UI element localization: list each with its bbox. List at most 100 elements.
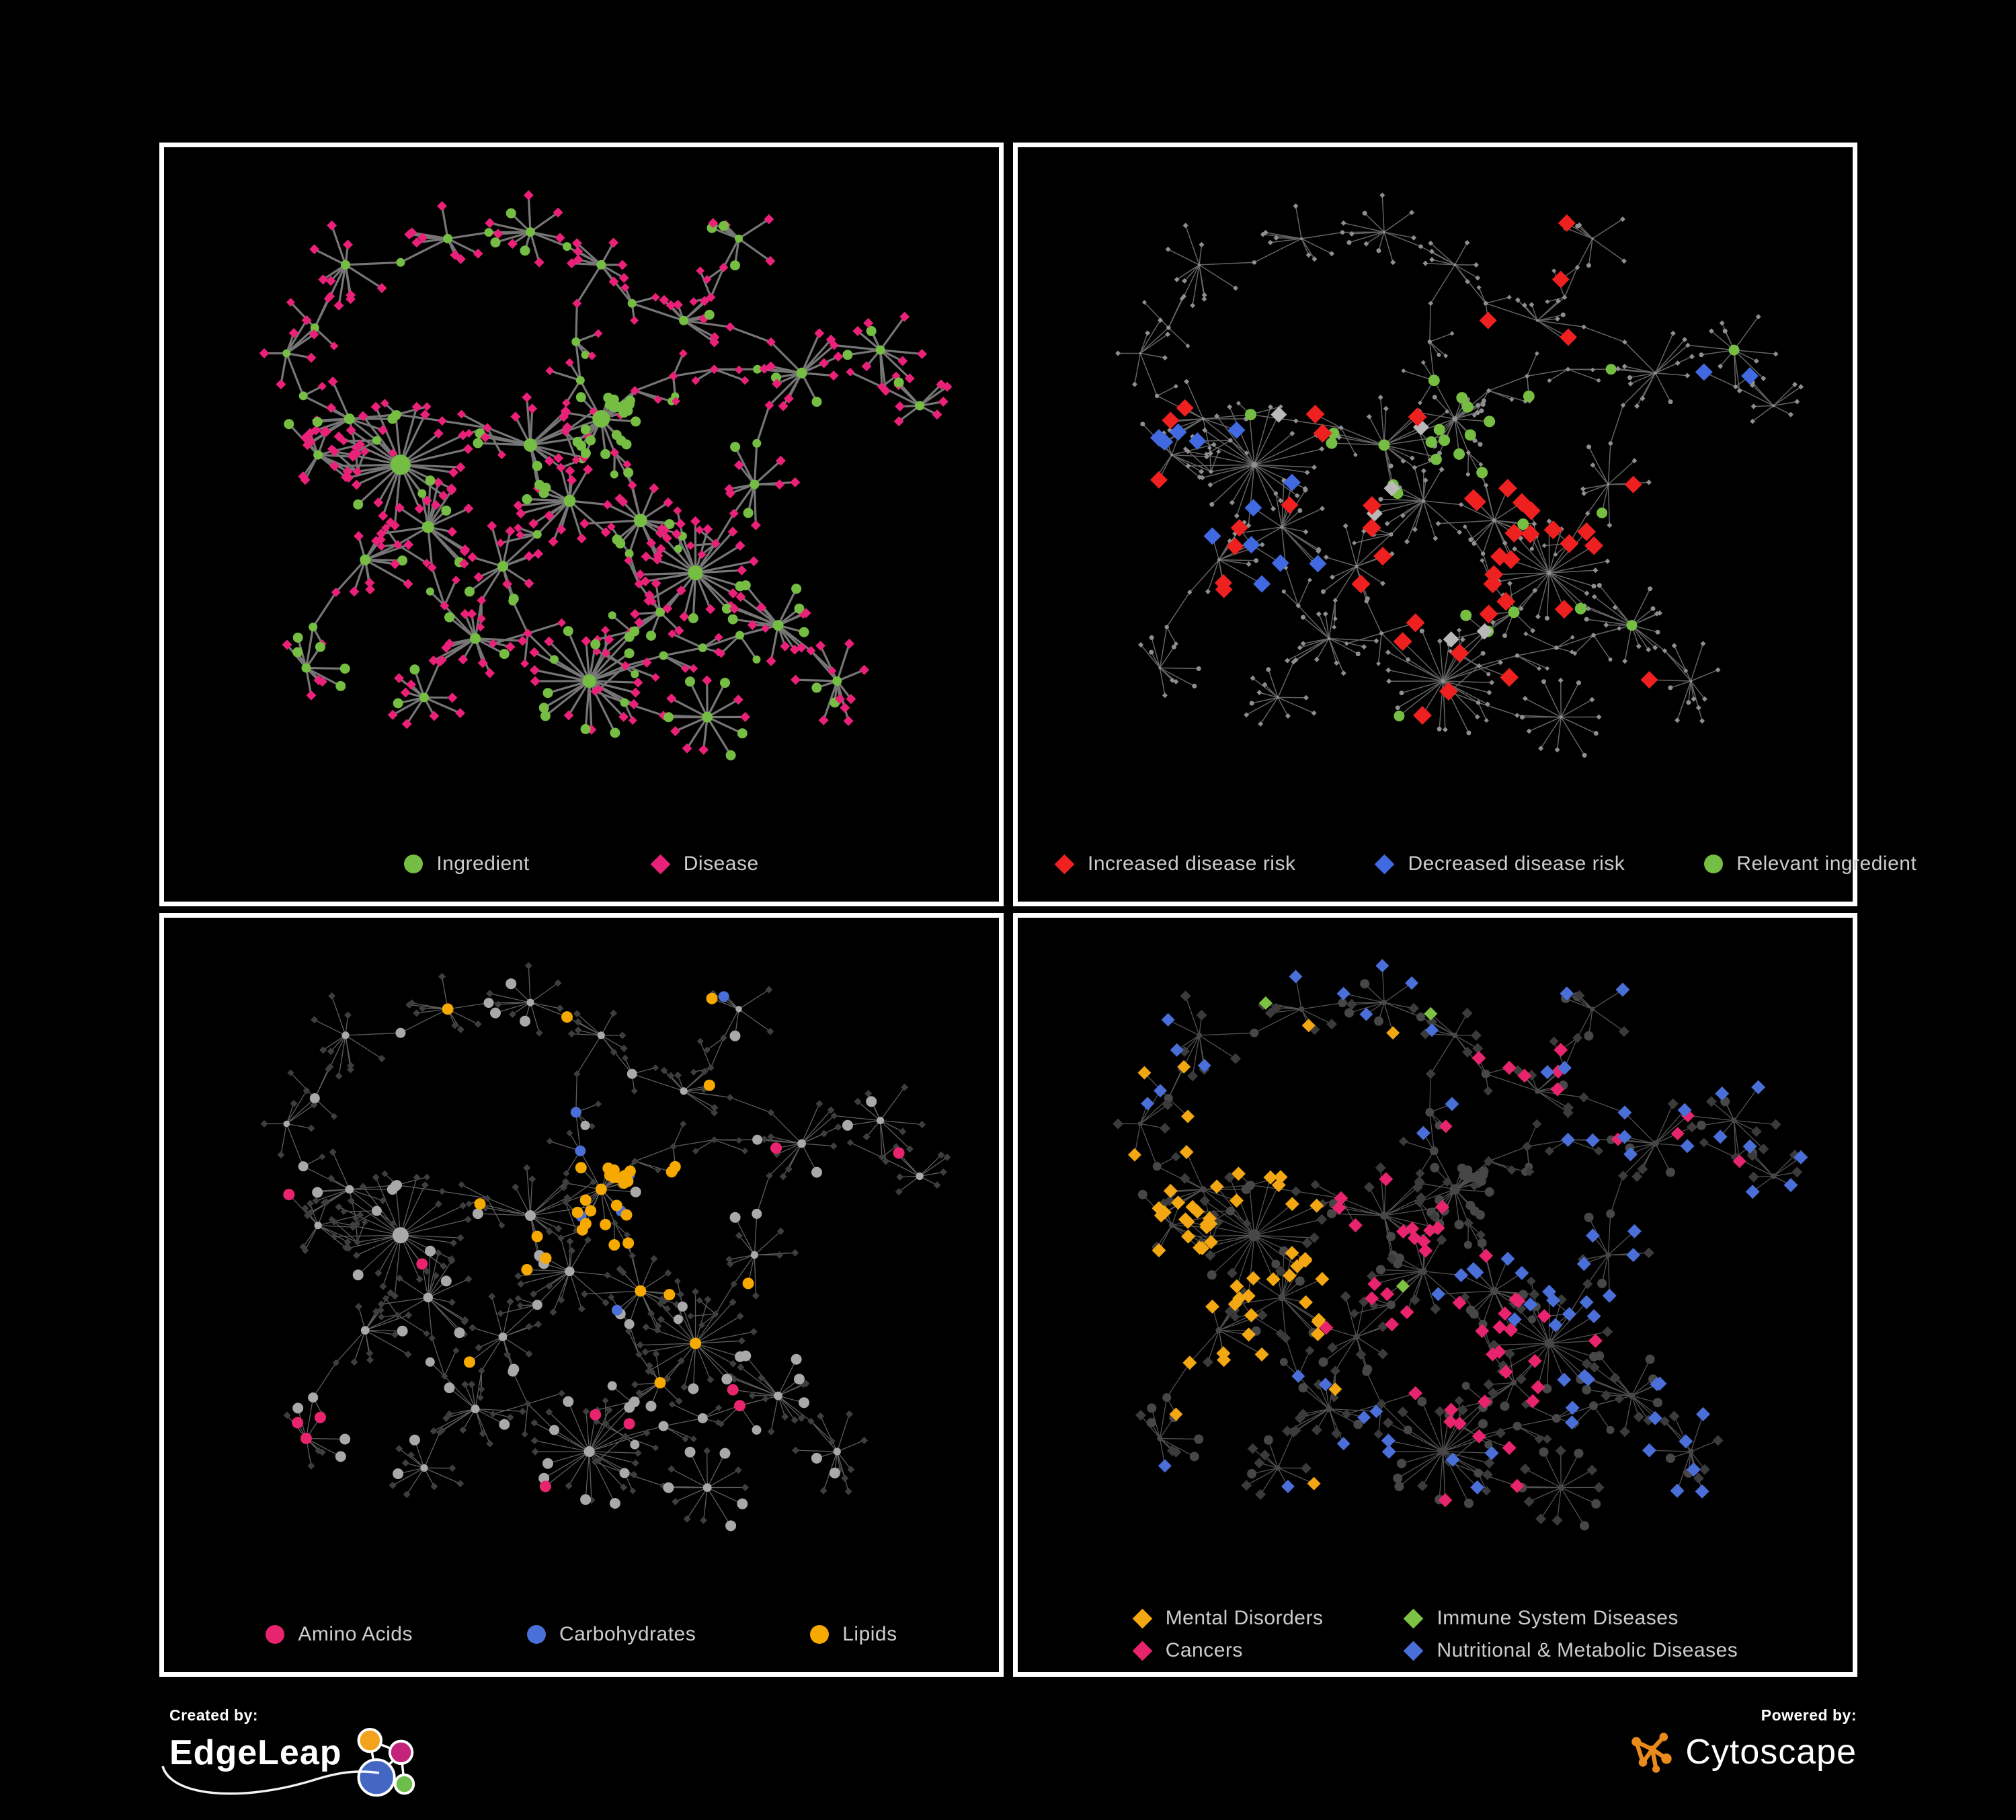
network-node [458, 430, 469, 440]
network-node [1262, 229, 1268, 235]
network-node [796, 367, 807, 379]
network-node [544, 510, 555, 521]
network-node [662, 603, 673, 614]
network-node [734, 1400, 745, 1412]
network-node [1322, 611, 1328, 617]
network-node [1732, 1154, 1746, 1169]
network-node [1534, 1088, 1541, 1094]
network-node [485, 668, 495, 678]
network-node [682, 743, 692, 754]
network-node [1199, 469, 1205, 475]
network-node [1733, 384, 1738, 390]
network-node [361, 1218, 368, 1226]
network-node [1242, 536, 1260, 554]
network-node [1577, 1369, 1592, 1384]
network-node [1185, 448, 1191, 454]
network-node [1340, 230, 1345, 235]
network-node [562, 422, 573, 432]
network-node [576, 1224, 588, 1236]
network-node [1196, 1009, 1207, 1021]
network-node [555, 233, 565, 243]
network-node [400, 687, 411, 698]
network-node [1562, 1307, 1576, 1321]
network-node [313, 450, 323, 460]
network-node [1565, 366, 1571, 372]
network-node [1188, 432, 1207, 450]
network-node [1452, 416, 1458, 422]
network-node [706, 992, 718, 1004]
network-node [624, 549, 634, 558]
network-node [730, 442, 741, 452]
network-node [1439, 1448, 1447, 1456]
network-node [1329, 251, 1335, 257]
network-node [444, 638, 455, 649]
network-node [331, 587, 341, 597]
network-node [1278, 498, 1284, 504]
network-node [1135, 1410, 1146, 1421]
network-node [1577, 522, 1597, 541]
network-node [933, 1181, 941, 1189]
network-node [1328, 1382, 1342, 1396]
network-node [1586, 1464, 1598, 1476]
network-node [311, 425, 321, 436]
network-node [1670, 330, 1676, 336]
network-node [1592, 567, 1599, 573]
network-node [354, 1238, 361, 1246]
network-node [335, 1072, 343, 1080]
network-node [1483, 1086, 1493, 1096]
network-node [1602, 1326, 1613, 1337]
network-node [1453, 448, 1465, 460]
legend-item: Lipids [810, 1623, 897, 1646]
network-node [1258, 996, 1273, 1010]
network-node [1452, 1416, 1467, 1431]
network-node [842, 350, 853, 360]
network-node [532, 461, 542, 471]
network-node [352, 1269, 364, 1281]
network-node [814, 328, 825, 339]
legend-diamond-swatch-icon [1132, 1608, 1153, 1628]
network-node [430, 1427, 438, 1435]
network-node [1227, 404, 1233, 410]
network-node [1471, 413, 1477, 418]
network-node [1515, 1265, 1529, 1280]
network-node [557, 1234, 565, 1242]
network-node [1348, 1218, 1363, 1232]
legend-circle-swatch-icon [810, 1625, 830, 1644]
network-node [1141, 1097, 1155, 1111]
network-node [528, 1175, 536, 1183]
network-node [573, 1010, 581, 1018]
network-node [729, 1030, 741, 1041]
network-node [1488, 1339, 1500, 1351]
network-node [1293, 418, 1299, 424]
network-node [1477, 1238, 1487, 1248]
network-node [1471, 541, 1477, 546]
network-node [406, 679, 416, 690]
network-node [646, 538, 657, 549]
network-node [1300, 237, 1303, 240]
network-edges [1118, 195, 1802, 756]
network-node [727, 526, 738, 537]
network-node [1719, 320, 1725, 326]
network-node [1161, 1013, 1175, 1027]
network-node [663, 712, 674, 723]
network-node [1429, 1146, 1439, 1156]
network-node [842, 1119, 853, 1131]
network-node [1576, 680, 1581, 686]
network-node [1558, 678, 1564, 683]
network-node [1749, 382, 1755, 388]
network-node [473, 438, 483, 448]
network-node [1498, 479, 1517, 498]
network-node [290, 1099, 298, 1107]
network-node [531, 1230, 543, 1242]
network-node [1691, 696, 1697, 702]
network-node [702, 1483, 712, 1492]
network-node [1200, 1186, 1207, 1193]
network-node [372, 1173, 380, 1181]
network-node [502, 579, 512, 590]
network-node [1454, 1220, 1464, 1230]
network-node [329, 446, 339, 457]
network-node [1436, 1234, 1447, 1246]
network-node [498, 1222, 506, 1229]
network-node [655, 543, 666, 554]
network-node [1445, 1452, 1460, 1467]
